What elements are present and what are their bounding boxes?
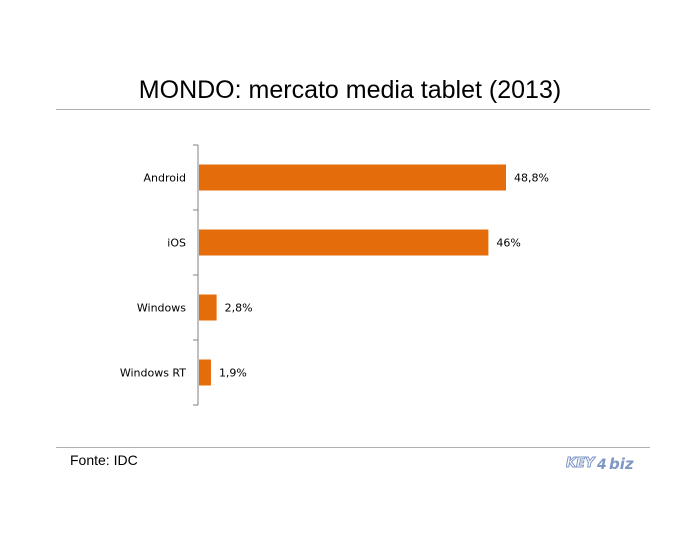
category-label: Windows — [137, 302, 186, 315]
data-label: 46% — [496, 237, 520, 250]
bar — [199, 229, 489, 256]
bar — [199, 359, 211, 386]
key4biz-logo: KEY 4 biz — [566, 455, 634, 473]
logo-biz-text: biz — [609, 455, 634, 473]
logo-key-text: KEY — [566, 456, 596, 471]
data-label: 1,9% — [219, 367, 247, 380]
data-label: 2,8% — [225, 302, 253, 315]
logo-number-text: 4 — [596, 457, 607, 473]
bar — [199, 164, 506, 191]
data-label: 48,8% — [514, 172, 549, 185]
title-divider — [56, 109, 650, 110]
bar — [199, 294, 217, 321]
category-label: Android — [143, 172, 186, 185]
chart-title: MONDO: mercato media tablet (2013) — [138, 76, 562, 104]
footer-divider — [56, 447, 650, 448]
category-label: iOS — [167, 237, 186, 250]
source-note: Fonte: IDC — [70, 452, 138, 468]
category-label: Windows RT — [120, 367, 186, 380]
